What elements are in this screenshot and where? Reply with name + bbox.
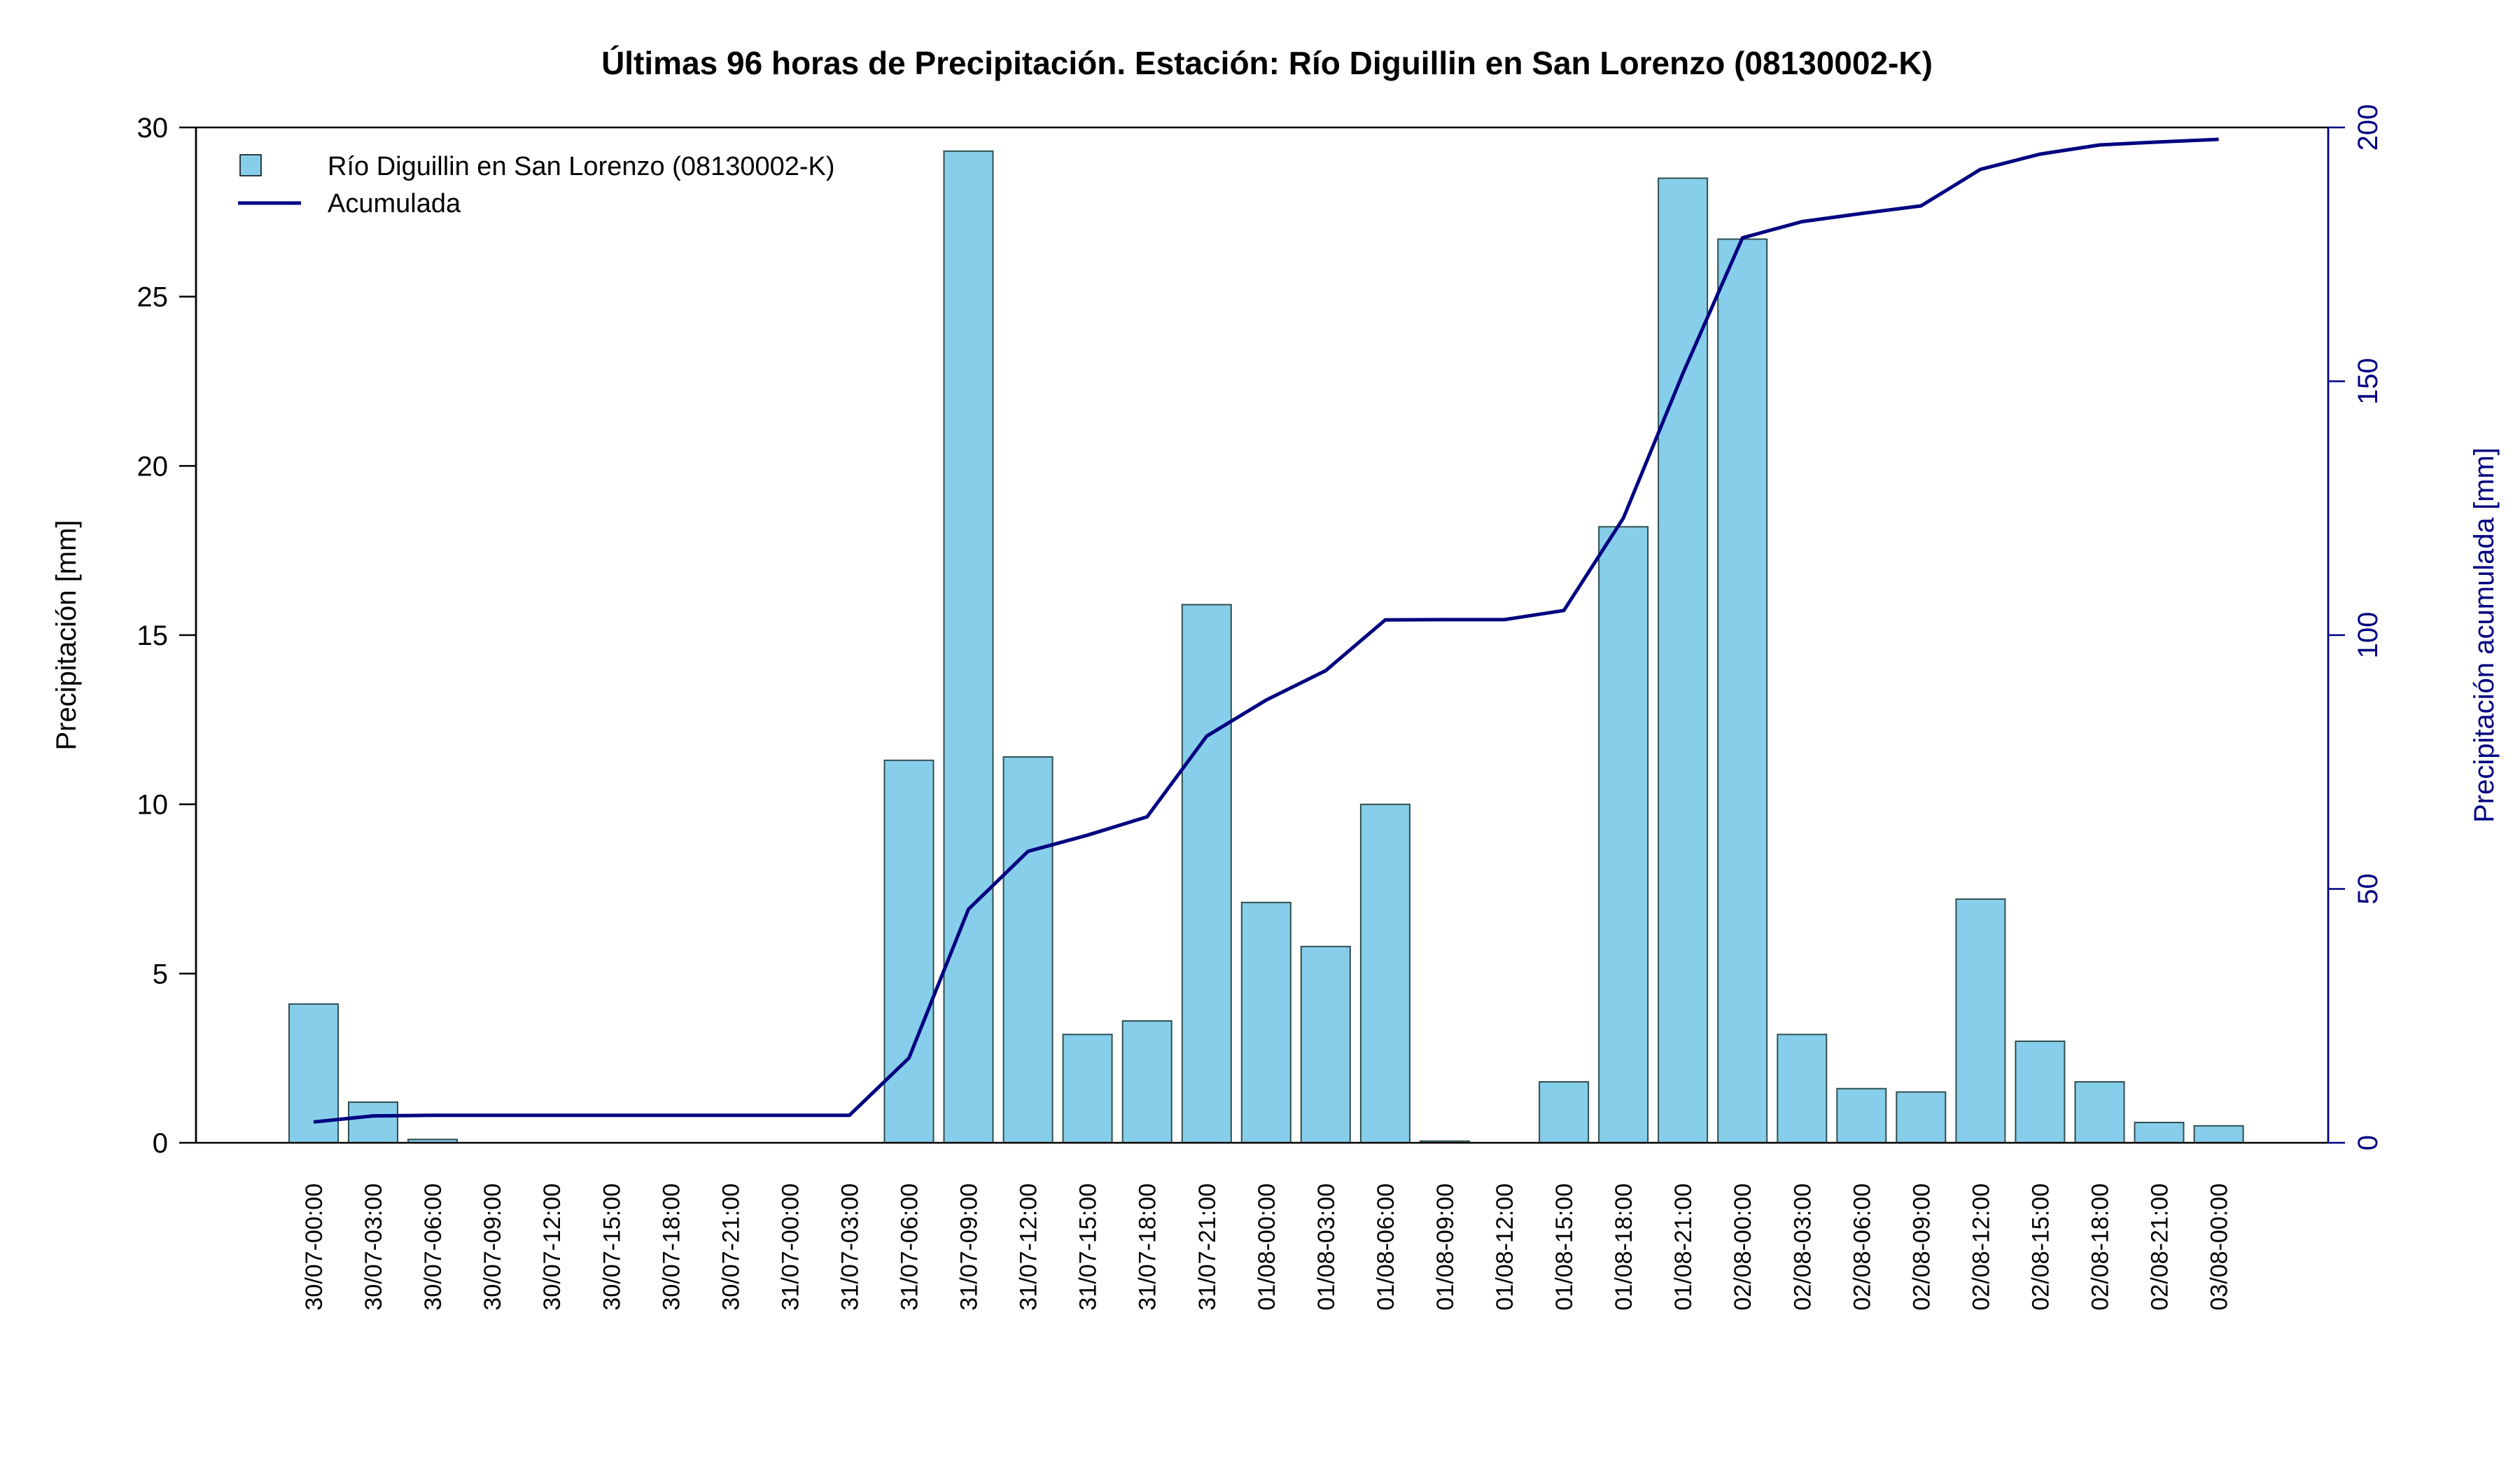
bar-31 bbox=[2134, 1122, 2185, 1143]
x-tick-label-22: 01/08-18:00 bbox=[1611, 1183, 1637, 1311]
bar-27 bbox=[1896, 1091, 1947, 1143]
x-tick-label-26: 02/08-06:00 bbox=[1849, 1183, 1875, 1311]
legend-line-label: Acumulada bbox=[328, 189, 461, 218]
x-tick-label-27: 02/08-09:00 bbox=[1908, 1183, 1935, 1311]
bar-26 bbox=[1836, 1087, 1887, 1143]
line-layer bbox=[313, 137, 2219, 1124]
accumulated-line bbox=[313, 137, 2219, 1124]
bar-28 bbox=[1955, 898, 2006, 1143]
y-tick-label-6: 30 bbox=[137, 113, 169, 144]
y2-axis-label: Precipitación acumulada [mm] bbox=[2469, 447, 2500, 823]
x-tick-label-13: 31/07-15:00 bbox=[1075, 1183, 1102, 1311]
x-tick-label-29: 02/08-15:00 bbox=[2027, 1183, 2054, 1311]
y2-tick-label-4: 200 bbox=[2353, 104, 2384, 151]
x-tick-label-0: 30/07-00:00 bbox=[301, 1183, 328, 1311]
bar-10 bbox=[883, 759, 934, 1144]
y2-tick-label-0: 0 bbox=[2353, 1135, 2384, 1150]
x-tick-label-25: 02/08-03:00 bbox=[1789, 1183, 1816, 1311]
y-axis-label: Precipitación [mm] bbox=[51, 520, 82, 751]
legend: Río Diguillin en San Lorenzo (08130002-K… bbox=[238, 152, 835, 218]
right-axis: 0 50 100 150 200 bbox=[2327, 104, 2384, 1150]
bar-21 bbox=[1539, 1081, 1590, 1143]
x-tick-label-30: 02/08-18:00 bbox=[2087, 1183, 2114, 1311]
y-tick-label-2: 10 bbox=[137, 790, 169, 821]
bar-1 bbox=[348, 1101, 398, 1143]
x-tick-label-21: 01/08-15:00 bbox=[1551, 1183, 1578, 1311]
chart-title: Últimas 96 horas de Precipitación. Estac… bbox=[601, 45, 1933, 81]
bar-22 bbox=[1598, 526, 1649, 1143]
bar-29 bbox=[2015, 1041, 2066, 1143]
bar-30 bbox=[2074, 1081, 2125, 1143]
y2-tick-label-2: 100 bbox=[2353, 612, 2384, 659]
y2-tick-label-1: 50 bbox=[2353, 873, 2384, 905]
bar-18 bbox=[1359, 803, 1410, 1143]
x-tick-label-11: 31/07-09:00 bbox=[956, 1183, 983, 1311]
x-axis: 30/07-00:00 30/07-03:00 30/07-06:00 30/07-0… bbox=[301, 1183, 2233, 1311]
x-tick-label-24: 02/08-00:00 bbox=[1730, 1183, 1756, 1311]
y-tick-label-1: 5 bbox=[153, 959, 168, 989]
x-tick-label-32: 03/08-00:00 bbox=[2206, 1183, 2233, 1311]
x-tick-label-15: 31/07-21:00 bbox=[1194, 1183, 1221, 1311]
x-tick-label-14: 31/07-18:00 bbox=[1135, 1183, 1161, 1311]
bar-16 bbox=[1240, 901, 1292, 1144]
bar-17 bbox=[1300, 945, 1351, 1143]
y-tick-label-0: 0 bbox=[153, 1128, 168, 1159]
bar-15 bbox=[1181, 604, 1232, 1143]
bar-25 bbox=[1777, 1034, 1828, 1144]
x-tick-label-10: 31/07-06:00 bbox=[897, 1183, 923, 1311]
x-tick-label-18: 01/08-06:00 bbox=[1373, 1183, 1399, 1311]
bar-13 bbox=[1062, 1034, 1113, 1144]
bar-24 bbox=[1717, 238, 1768, 1143]
y2-tick-label-3: 150 bbox=[2353, 358, 2384, 405]
y-tick-label-3: 15 bbox=[137, 620, 169, 651]
x-tick-label-17: 01/08-03:00 bbox=[1313, 1183, 1340, 1311]
legend-bar-label: Río Diguillin en San Lorenzo (08130002-K… bbox=[328, 152, 835, 181]
bar-12 bbox=[1002, 756, 1054, 1143]
bar-11 bbox=[943, 150, 994, 1143]
x-tick-label-28: 02/08-12:00 bbox=[1968, 1183, 1994, 1311]
x-tick-label-23: 01/08-21:00 bbox=[1670, 1183, 1697, 1311]
legend-bar-swatch bbox=[239, 154, 262, 176]
x-tick-label-7: 30/07-21:00 bbox=[718, 1183, 744, 1311]
left-axis: 0 5 10 15 20 25 30 bbox=[137, 113, 197, 1159]
x-tick-label-4: 30/07-12:00 bbox=[539, 1183, 566, 1311]
x-tick-label-1: 30/07-03:00 bbox=[360, 1183, 387, 1311]
x-tick-label-20: 01/08-12:00 bbox=[1492, 1183, 1518, 1311]
x-tick-label-31: 02/08-21:00 bbox=[2147, 1183, 2174, 1311]
bars-layer bbox=[288, 150, 2244, 1144]
bar-23 bbox=[1658, 177, 1709, 1143]
x-tick-label-2: 30/07-06:00 bbox=[420, 1183, 447, 1311]
x-tick-label-8: 31/07-00:00 bbox=[777, 1183, 804, 1311]
y-tick-label-5: 25 bbox=[137, 282, 169, 313]
x-tick-label-12: 31/07-12:00 bbox=[1016, 1183, 1042, 1311]
bar-32 bbox=[2193, 1125, 2244, 1144]
x-tick-label-19: 01/08-09:00 bbox=[1432, 1183, 1459, 1311]
bar-14 bbox=[1121, 1020, 1172, 1143]
x-tick-label-6: 30/07-18:00 bbox=[658, 1183, 685, 1311]
y-tick-label-4: 20 bbox=[137, 451, 169, 482]
x-tick-label-9: 31/07-03:00 bbox=[836, 1183, 863, 1311]
x-tick-label-5: 30/07-15:00 bbox=[598, 1183, 625, 1311]
x-tick-label-16: 01/08-00:00 bbox=[1254, 1183, 1280, 1311]
x-tick-label-3: 30/07-09:00 bbox=[479, 1183, 506, 1311]
